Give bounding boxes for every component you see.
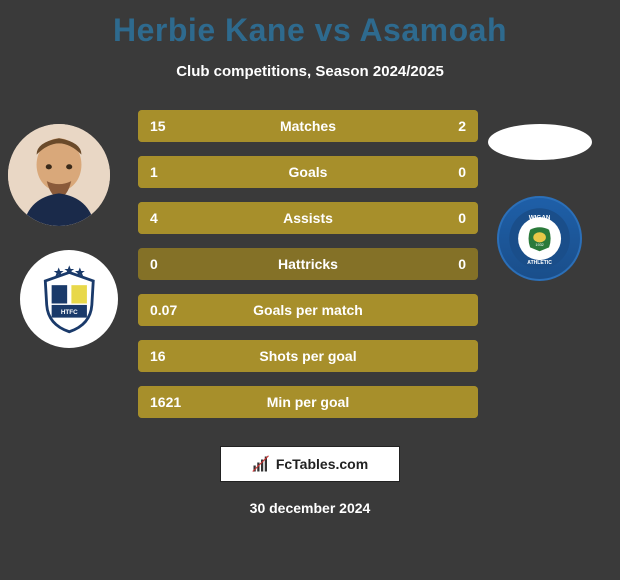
player-right-placeholder bbox=[488, 124, 592, 160]
comparison-panel: HTFC WIGAN ATHLETIC 1932 15Matches2 1Goal… bbox=[0, 110, 620, 418]
stat-label: Shots per goal bbox=[138, 348, 478, 364]
date-label: 30 december 2024 bbox=[0, 500, 620, 516]
stat-value-right: 0 bbox=[458, 210, 466, 226]
stat-label: Assists bbox=[138, 210, 478, 226]
stat-row: 4Assists0 bbox=[138, 202, 478, 234]
stat-value-right: 0 bbox=[458, 256, 466, 272]
stat-row: 0Hattricks0 bbox=[138, 248, 478, 280]
stat-value-right: 0 bbox=[458, 164, 466, 180]
stat-row: 15Matches2 bbox=[138, 110, 478, 142]
crest-icon: WIGAN ATHLETIC 1932 bbox=[508, 207, 571, 270]
person-icon bbox=[8, 124, 110, 226]
club-badge-left: HTFC bbox=[20, 250, 118, 348]
brand-label: FcTables.com bbox=[276, 456, 368, 472]
stat-row: 0.07Goals per match bbox=[138, 294, 478, 326]
stat-row: 1621Min per goal bbox=[138, 386, 478, 418]
stat-label: Hattricks bbox=[138, 256, 478, 272]
page-title: Herbie Kane vs Asamoah bbox=[0, 0, 620, 49]
stat-label: Matches bbox=[138, 118, 478, 134]
svg-text:ATHLETIC: ATHLETIC bbox=[527, 260, 552, 266]
stat-value-right: 2 bbox=[458, 118, 466, 134]
svg-text:1932: 1932 bbox=[535, 243, 543, 247]
stat-bars: 15Matches21Goals04Assists00Hattricks00.0… bbox=[138, 110, 478, 418]
stat-label: Min per goal bbox=[138, 394, 478, 410]
svg-text:WIGAN: WIGAN bbox=[529, 215, 551, 222]
stat-label: Goals bbox=[138, 164, 478, 180]
subtitle: Club competitions, Season 2024/2025 bbox=[0, 63, 620, 80]
player-left-avatar bbox=[8, 124, 110, 226]
stat-row: 1Goals0 bbox=[138, 156, 478, 188]
stat-label: Goals per match bbox=[138, 302, 478, 318]
brand-box: FcTables.com bbox=[220, 446, 400, 482]
shield-icon: HTFC bbox=[34, 264, 105, 335]
stat-row: 16Shots per goal bbox=[138, 340, 478, 372]
bar-chart-icon bbox=[252, 455, 270, 473]
svg-text:HTFC: HTFC bbox=[61, 309, 78, 316]
club-badge-right: WIGAN ATHLETIC 1932 bbox=[497, 196, 582, 281]
